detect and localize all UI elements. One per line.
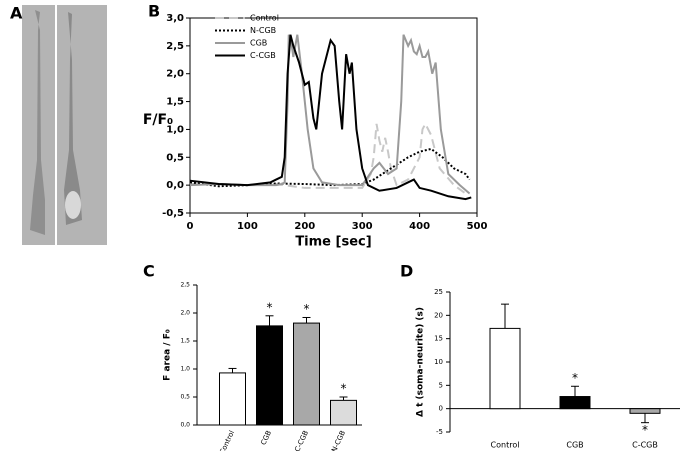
y-tick-label: 2,0 bbox=[180, 310, 190, 317]
y-tick-label: 1,0 bbox=[166, 124, 184, 135]
panel-label: A bbox=[10, 4, 23, 23]
legend-label: CGB bbox=[250, 39, 267, 48]
x-tick-label: Control bbox=[218, 429, 236, 451]
y-tick-label: -5 bbox=[436, 428, 443, 436]
bar bbox=[489, 327, 521, 410]
plot-frame bbox=[189, 17, 478, 214]
y-tick-label: 2,0 bbox=[166, 69, 184, 80]
y-axis-label: F/F₀ bbox=[143, 112, 173, 128]
y-tick-label: 1,5 bbox=[166, 97, 184, 108]
y-tick-label: 1,0 bbox=[180, 366, 190, 373]
data-line bbox=[190, 121, 470, 195]
x-tick-label: C-CGB bbox=[632, 441, 658, 450]
y-tick-label: 15 bbox=[434, 335, 443, 343]
significance-mark: * bbox=[572, 371, 578, 385]
y-axis-label: F area / F₀ bbox=[163, 329, 173, 381]
x-tick-label: 500 bbox=[467, 221, 488, 232]
x-tick-label: N-CGB bbox=[330, 429, 347, 451]
x-tick-label: 200 bbox=[294, 221, 315, 232]
y-tick-label: 2,5 bbox=[166, 41, 184, 52]
significance-mark: * bbox=[341, 382, 347, 396]
significance-mark: * bbox=[304, 302, 310, 316]
y-tick-label: 10 bbox=[434, 358, 443, 366]
y-tick-label: 3,0 bbox=[166, 13, 184, 24]
bar bbox=[256, 325, 283, 426]
bar bbox=[629, 408, 661, 414]
micrograph bbox=[22, 5, 107, 245]
significance-mark: * bbox=[642, 423, 648, 437]
y-tick-label: 1,5 bbox=[180, 338, 190, 345]
data-line bbox=[189, 147, 471, 188]
panel-label: C bbox=[143, 262, 155, 281]
bar bbox=[330, 399, 357, 426]
y-tick-label: 5 bbox=[439, 381, 443, 389]
data-line bbox=[189, 34, 471, 195]
y-tick-label: 20 bbox=[434, 311, 443, 319]
x-tick-label: CGB bbox=[566, 441, 583, 450]
x-tick-label: CGB bbox=[259, 429, 273, 446]
y-tick-label: 2,5 bbox=[180, 282, 190, 289]
y-tick-label: 0,0 bbox=[180, 422, 190, 429]
x-tick-label: 100 bbox=[237, 221, 258, 232]
bar bbox=[559, 396, 591, 410]
panel-label: D bbox=[400, 262, 413, 281]
legend-label: N-CGB bbox=[250, 26, 276, 35]
x-tick-label: 400 bbox=[409, 221, 430, 232]
x-tick-label: C-CGB bbox=[293, 429, 310, 451]
y-tick-label: 0 bbox=[439, 405, 443, 413]
y-tick-label: 0,5 bbox=[180, 394, 190, 401]
x-tick-label: 0 bbox=[187, 221, 194, 232]
bar bbox=[293, 322, 320, 426]
y-tick-label: 0,0 bbox=[166, 180, 184, 191]
legend-label: Control bbox=[250, 14, 279, 23]
bar bbox=[219, 372, 246, 426]
y-tick-label: -0,5 bbox=[162, 208, 184, 219]
legend-label: C-CGB bbox=[250, 51, 276, 60]
significance-mark: * bbox=[267, 300, 273, 314]
x-tick-label: 300 bbox=[352, 221, 373, 232]
panel-label: B bbox=[148, 2, 160, 21]
x-tick-label: Control bbox=[491, 441, 520, 450]
x-axis-label: Time [sec] bbox=[295, 235, 371, 250]
y-tick-label: 0,5 bbox=[166, 152, 184, 163]
data-line bbox=[189, 34, 472, 201]
y-tick-label: 25 bbox=[434, 288, 443, 296]
y-axis-label: Δ t (soma-neurite) (s) bbox=[416, 307, 426, 417]
